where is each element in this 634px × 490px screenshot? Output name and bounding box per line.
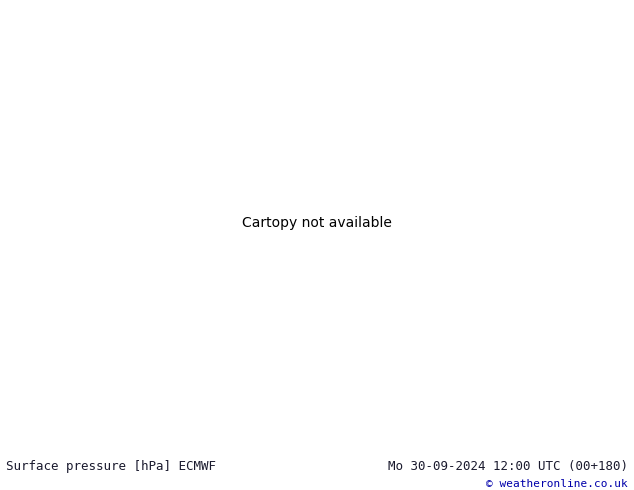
Text: Cartopy not available: Cartopy not available	[242, 216, 392, 230]
Text: Mo 30-09-2024 12:00 UTC (00+180): Mo 30-09-2024 12:00 UTC (00+180)	[387, 460, 628, 473]
Text: © weatheronline.co.uk: © weatheronline.co.uk	[486, 480, 628, 490]
Text: Surface pressure [hPa] ECMWF: Surface pressure [hPa] ECMWF	[6, 460, 216, 473]
